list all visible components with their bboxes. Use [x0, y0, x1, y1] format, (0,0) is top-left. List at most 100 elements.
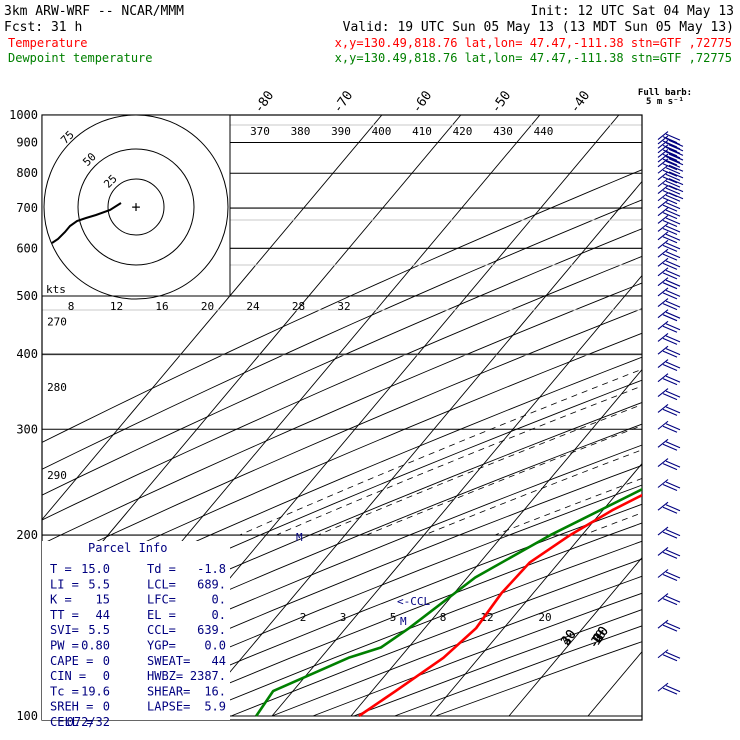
dry-adiabat-line: [42, 308, 642, 568]
wind-barb-flag: [665, 323, 681, 331]
top-temperature-label: -80: [252, 88, 278, 116]
mixing-ratio-label: 8: [440, 611, 447, 624]
wind-legend: Full barb: 5 m s⁻¹: [638, 88, 692, 107]
parcel-field-label: HWBZ=: [147, 669, 183, 683]
dry-adiabat-line: [190, 540, 642, 717]
theta-label: 430: [493, 125, 513, 138]
temperature-legend: Temperature: [8, 36, 87, 50]
wind-barb-staff: [657, 277, 669, 287]
wind-barb-flag: [662, 292, 678, 300]
theta-label: 390: [331, 125, 351, 138]
wind-barb-flag: [662, 337, 678, 345]
wind-barb-flag: [665, 187, 681, 195]
parcel-field-label: YGP=: [147, 639, 176, 653]
wind-barb-flag: [662, 314, 678, 322]
top-temperature-label: -60: [410, 88, 436, 116]
parcel-field-value: 16.: [204, 684, 226, 698]
parcel-field-value: 19.6: [81, 684, 110, 698]
parcel-field-value: 0.80: [81, 639, 110, 653]
dewpoint-legend: Dewpoint temperature: [8, 51, 153, 65]
mixing-ratio-label: 3: [340, 611, 347, 624]
wind-barb-staff: [657, 239, 669, 249]
wind-barb-staff: [657, 332, 669, 342]
wind-barb-flag: [665, 217, 681, 225]
wind-barb-staff: [657, 135, 669, 145]
pressure-tick-label: 1000: [9, 108, 38, 122]
wind-barb-staff: [657, 199, 669, 209]
moist-adiabat-line: [583, 512, 642, 536]
wind-barb-flag: [665, 160, 681, 168]
wind-barb-flag: [665, 335, 681, 343]
theta-label: 380: [291, 125, 311, 138]
wind-barb-flag: [662, 325, 678, 333]
pressure-tick-label: 500: [16, 289, 38, 303]
parcel-info-title: Parcel Info: [88, 541, 167, 555]
isotherm-line: [429, 462, 642, 717]
wind-barb-flag: [665, 137, 681, 145]
wind-barb-flag: [665, 504, 681, 512]
parcel-field-value: 0.: [212, 593, 226, 607]
wind-barb-flag: [662, 624, 678, 632]
wind-barb-flag: [665, 269, 681, 277]
wind-barb-flag: [665, 622, 681, 630]
wind-barb-flag: [662, 303, 678, 311]
wind-barb-flag: [662, 176, 678, 184]
wind-barb-flag: [662, 378, 678, 386]
theta-label: 400: [372, 125, 392, 138]
wind-barbs: [657, 131, 684, 695]
wind-barb-flag: [662, 169, 678, 177]
top-temperature-label: -40: [568, 88, 594, 116]
wind-barb-flag: [662, 212, 678, 220]
wind-barb-flag: [665, 529, 681, 537]
wind-barb-flag: [665, 225, 681, 233]
wind-barb-staff: [657, 215, 669, 224]
m-marker-lower: M: [400, 615, 407, 628]
wind-barb-flag: [665, 311, 681, 319]
dry-adiabat-line: [42, 423, 642, 673]
moist-adiabat-line: [494, 477, 642, 536]
theta-label: 370: [250, 125, 270, 138]
wind-barb-staff: [657, 593, 669, 603]
parcel-field-value: 5.5: [88, 577, 110, 591]
wind-barb-staff: [657, 320, 669, 330]
wind-barb-staff: [657, 420, 669, 430]
forecast-hour: Fcst: 31 h: [4, 20, 82, 35]
isotherm-label: 10: [588, 627, 609, 648]
header: 3km ARW-WRF -- NCAR/MMM Init: 12 UTC Sat…: [4, 4, 734, 65]
wind-barb-flag: [668, 144, 684, 152]
wind-barb-staff: [657, 178, 669, 188]
mixing-ratio-label: 20: [538, 611, 551, 624]
wind-barb-flag: [668, 158, 684, 166]
wind-barb-flag: [662, 598, 678, 606]
speed-scale-label: 16: [155, 300, 168, 313]
parcel-field-label: LI =: [50, 577, 79, 591]
parcel-field-label: CCL=: [147, 623, 176, 637]
wind-barb-flag: [662, 204, 678, 212]
valid-time: Valid: 19 UTC Sun 05 May 13 (13 MDT Sun …: [343, 20, 734, 35]
wind-barb-staff: [657, 257, 669, 267]
wind-barb-flag: [668, 185, 684, 193]
wind-legend-unit: 5 m s⁻¹: [646, 97, 684, 107]
pressure-tick-label: 300: [16, 422, 38, 436]
wind-barb-flag: [662, 282, 678, 290]
dry-adiabat-line: [42, 356, 642, 612]
plot-border: [41, 114, 643, 721]
speed-scale-label: 32: [337, 300, 350, 313]
wind-barb-staff: [657, 403, 669, 413]
wind-barb-staff: [657, 373, 669, 383]
wind-barb-flag: [665, 209, 681, 217]
parcel-field-value: 0: [103, 654, 110, 668]
parcel-field-value: 639.: [197, 623, 226, 637]
wind-barb-flag: [668, 192, 684, 200]
wind-barb-flag: [662, 163, 678, 171]
wind-barb-flag: [665, 375, 681, 383]
hodograph-unit: kts: [46, 283, 66, 296]
wind-barb-flag: [665, 180, 681, 188]
wind-barb-flag: [665, 194, 681, 202]
wind-barb-staff: [657, 309, 669, 319]
parcel-field-label: LCL=: [147, 577, 176, 591]
theta-label: 270: [47, 315, 67, 328]
wind-barb-flag: [662, 227, 678, 235]
isotherm-line: [271, 274, 642, 717]
